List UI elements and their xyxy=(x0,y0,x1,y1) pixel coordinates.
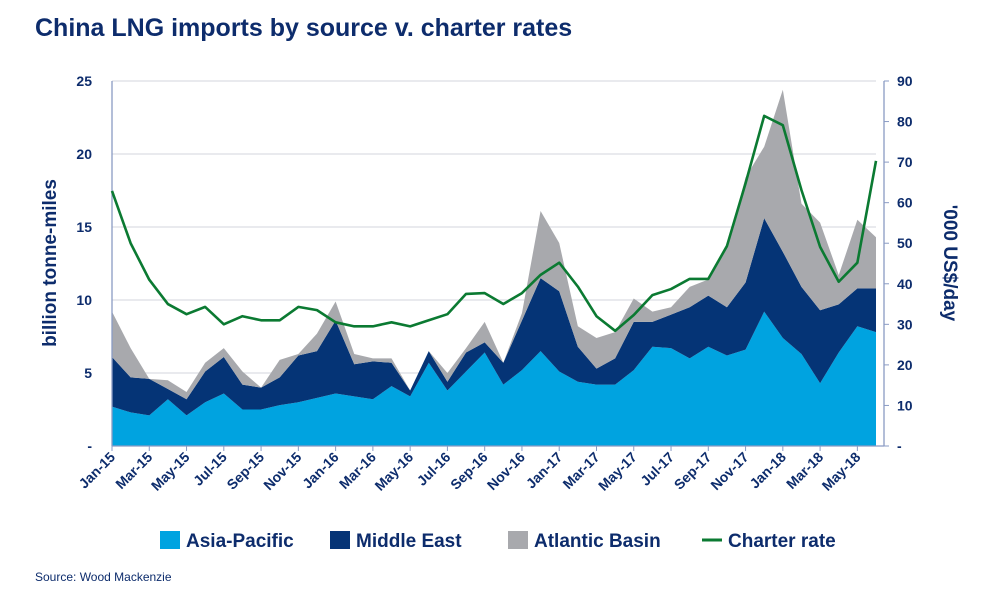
y2-tick-label: 60 xyxy=(897,195,913,211)
y-tick-label: 15 xyxy=(76,219,92,235)
area-middle-east xyxy=(112,218,876,416)
legend-swatch xyxy=(508,531,528,549)
y-tick-label: - xyxy=(87,438,92,454)
y2-tick-label: 80 xyxy=(897,114,913,130)
x-tick-label: May-15 xyxy=(148,449,193,494)
y2-tick-label: 90 xyxy=(897,73,913,89)
x-tick-label: Mar-17 xyxy=(559,449,602,492)
y2-tick-label: 10 xyxy=(897,397,913,413)
legend-swatch xyxy=(330,531,350,549)
y2-tick-label: 50 xyxy=(897,235,913,251)
area-asia-pacific xyxy=(112,311,876,446)
y-axis-label: billion tonne-miles xyxy=(40,179,61,347)
x-tick-label: Nov-17 xyxy=(707,449,751,493)
x-tick-label: May-18 xyxy=(819,449,864,494)
x-tick-label: Nov-15 xyxy=(260,449,304,493)
y-tick-label: 10 xyxy=(76,292,92,308)
legend-label: Charter rate xyxy=(728,531,836,552)
x-tick-label: Sep-16 xyxy=(447,449,491,493)
x-tick-label: Jan-18 xyxy=(746,449,789,492)
x-tick-label: Nov-16 xyxy=(484,449,528,493)
y2-tick-label: 30 xyxy=(897,316,913,332)
x-tick-label: Sep-15 xyxy=(223,449,267,493)
y2-tick-label: - xyxy=(897,438,902,454)
y2-tick-label: 70 xyxy=(897,154,913,170)
y2-axis-label: '000 US$/day xyxy=(939,205,960,322)
chart-title: China LNG imports by source v. charter r… xyxy=(35,14,573,42)
legend-label: Asia-Pacific xyxy=(186,531,294,552)
source-note: Source: Wood Mackenzie xyxy=(35,570,172,584)
y-tick-label: 25 xyxy=(76,73,92,89)
x-tick-label: May-16 xyxy=(371,449,416,494)
line-charter-rate xyxy=(110,114,878,333)
x-tick-label: Mar-15 xyxy=(112,449,155,492)
x-tick-label: Jan-16 xyxy=(299,449,342,492)
x-tick-label: Jan-15 xyxy=(75,449,118,492)
legend-swatch xyxy=(160,531,180,549)
x-tick-label: Mar-16 xyxy=(336,449,379,492)
y-tick-label: 5 xyxy=(84,365,92,381)
x-tick-label: Jan-17 xyxy=(523,449,566,492)
y-tick-label: 20 xyxy=(76,146,92,162)
legend-label: Middle East xyxy=(356,531,462,552)
x-tick-label: Mar-18 xyxy=(783,449,826,492)
y2-tick-label: 20 xyxy=(897,357,913,373)
x-tick-label: Sep-17 xyxy=(671,449,715,493)
x-tick-label: May-17 xyxy=(595,449,640,494)
y2-tick-label: 40 xyxy=(897,276,913,292)
legend-label: Atlantic Basin xyxy=(534,531,661,552)
